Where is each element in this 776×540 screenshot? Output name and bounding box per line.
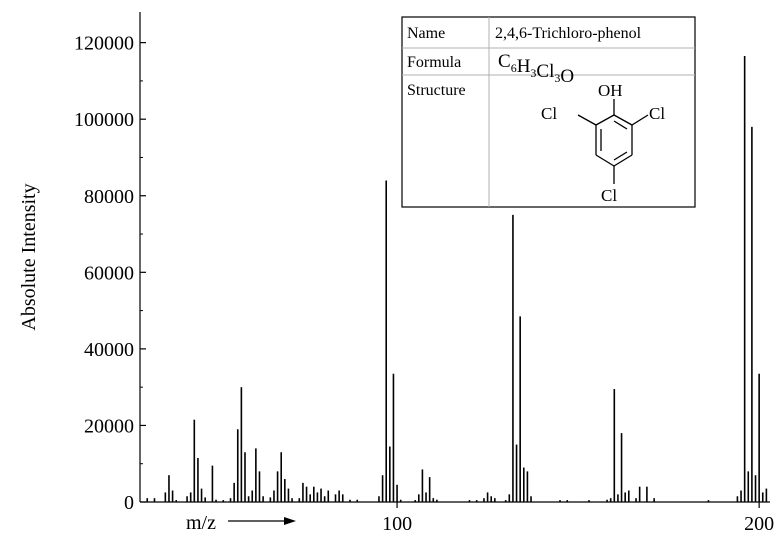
- spectrum-bars: [146, 56, 768, 502]
- cl-right-bond: [631, 114, 649, 126]
- ring-bond: [595, 114, 615, 126]
- molecular-structure: [577, 99, 649, 184]
- formula-value: C6H3Cl3O: [498, 51, 574, 87]
- x-tick-label: 100: [382, 513, 412, 535]
- chlorine-bottom-label: Cl: [601, 186, 617, 205]
- hydroxyl-atom-label: OH: [598, 81, 623, 100]
- y-tick-label: 60000: [84, 262, 134, 284]
- y-tick-label: 20000: [84, 415, 134, 437]
- y-axis-ticks: 0 20000 40000 60000 80000 100000 120000: [74, 33, 146, 514]
- ring-bond: [595, 154, 615, 167]
- x-axis-label: m/z: [186, 512, 216, 534]
- y-tick-label: 0: [124, 492, 134, 514]
- y-tick-label: 40000: [84, 339, 134, 361]
- compound-table-frame: [401, 16, 696, 208]
- chlorine-left-label: Cl: [541, 104, 557, 123]
- compound-info-table: Name 2,4,6-Trichloro-phenol Formula C6H3…: [401, 16, 696, 208]
- y-axis-label: Absolute Intensity: [18, 183, 40, 330]
- formula-label: Formula: [407, 54, 461, 71]
- ring-bond: [613, 114, 633, 126]
- x-axis-ticks: 100 200: [382, 502, 774, 535]
- ring-double-bond: [613, 120, 628, 130]
- structure-label: Structure: [407, 82, 466, 99]
- x-tick-label: 200: [744, 513, 774, 535]
- chlorine-right-label: Cl: [649, 104, 665, 123]
- ring-double-bond: [613, 151, 628, 161]
- y-tick-label: 80000: [84, 186, 134, 208]
- cl-left-bond: [577, 114, 597, 126]
- y-tick-label: 100000: [74, 109, 134, 131]
- name-label: Name: [407, 25, 445, 42]
- ring-bond: [613, 154, 633, 167]
- name-value: 2,4,6-Trichloro-phenol: [495, 25, 642, 42]
- y-tick-label: 120000: [74, 33, 134, 55]
- x-axis-arrow: [228, 517, 296, 525]
